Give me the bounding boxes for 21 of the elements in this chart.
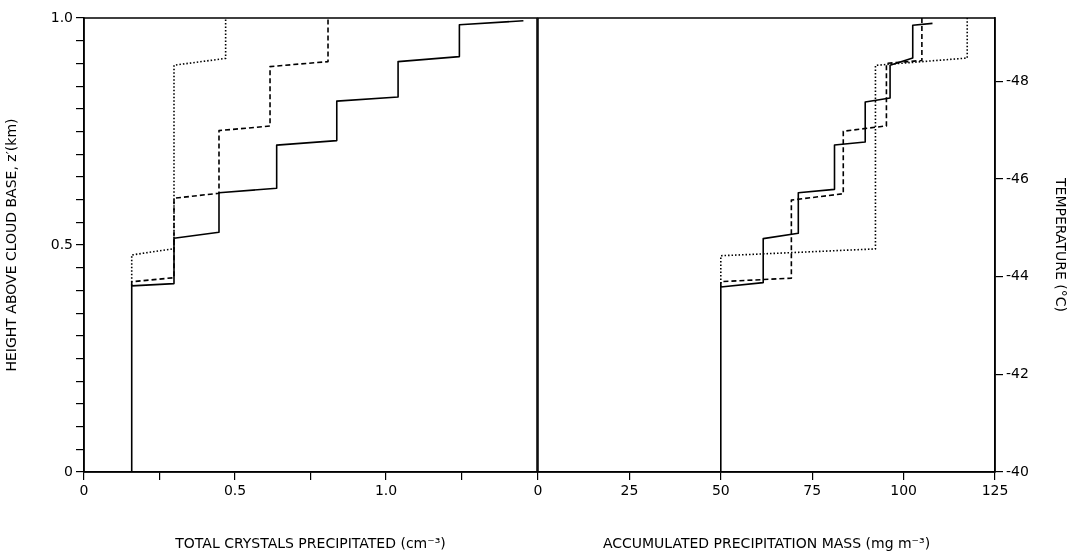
y2-tick-label: -46 — [1006, 169, 1029, 186]
y2-tick-label: -48 — [1006, 72, 1029, 89]
x-axis-title: ACCUMULATED PRECIPITATION MASS (mg m⁻³) — [602, 535, 931, 552]
y-tick-label: 0.5 — [50, 235, 73, 252]
x-tick-label: 1.0 — [374, 482, 398, 499]
x-axis-title: TOTAL CRYSTALS PRECIPITATED (cm⁻³) — [174, 535, 446, 552]
y2-tick-label: -44 — [1006, 267, 1029, 284]
x-tick-label: 50 — [711, 482, 730, 499]
y2-axis-title: TEMPERATURE (°C) — [1052, 177, 1069, 312]
x-tick-label: 100 — [890, 482, 917, 499]
x-tick-label: 75 — [803, 482, 822, 499]
y-tick-label: 1.0 — [50, 8, 73, 25]
x-tick-label: 125 — [981, 482, 1009, 499]
y-tick-label: 0 — [64, 462, 73, 479]
y2-tick-label: -40 — [1006, 462, 1029, 479]
y-axis-title: HEIGHT ABOVE CLOUD BASE, z′(km) — [3, 118, 20, 372]
x-tick-label: 25 — [620, 482, 639, 499]
x-tick-label: 0 — [79, 482, 89, 499]
x-tick-label: 0 — [533, 482, 543, 499]
x-tick-label: 0.5 — [223, 482, 247, 499]
y2-tick-label: -42 — [1006, 365, 1029, 382]
